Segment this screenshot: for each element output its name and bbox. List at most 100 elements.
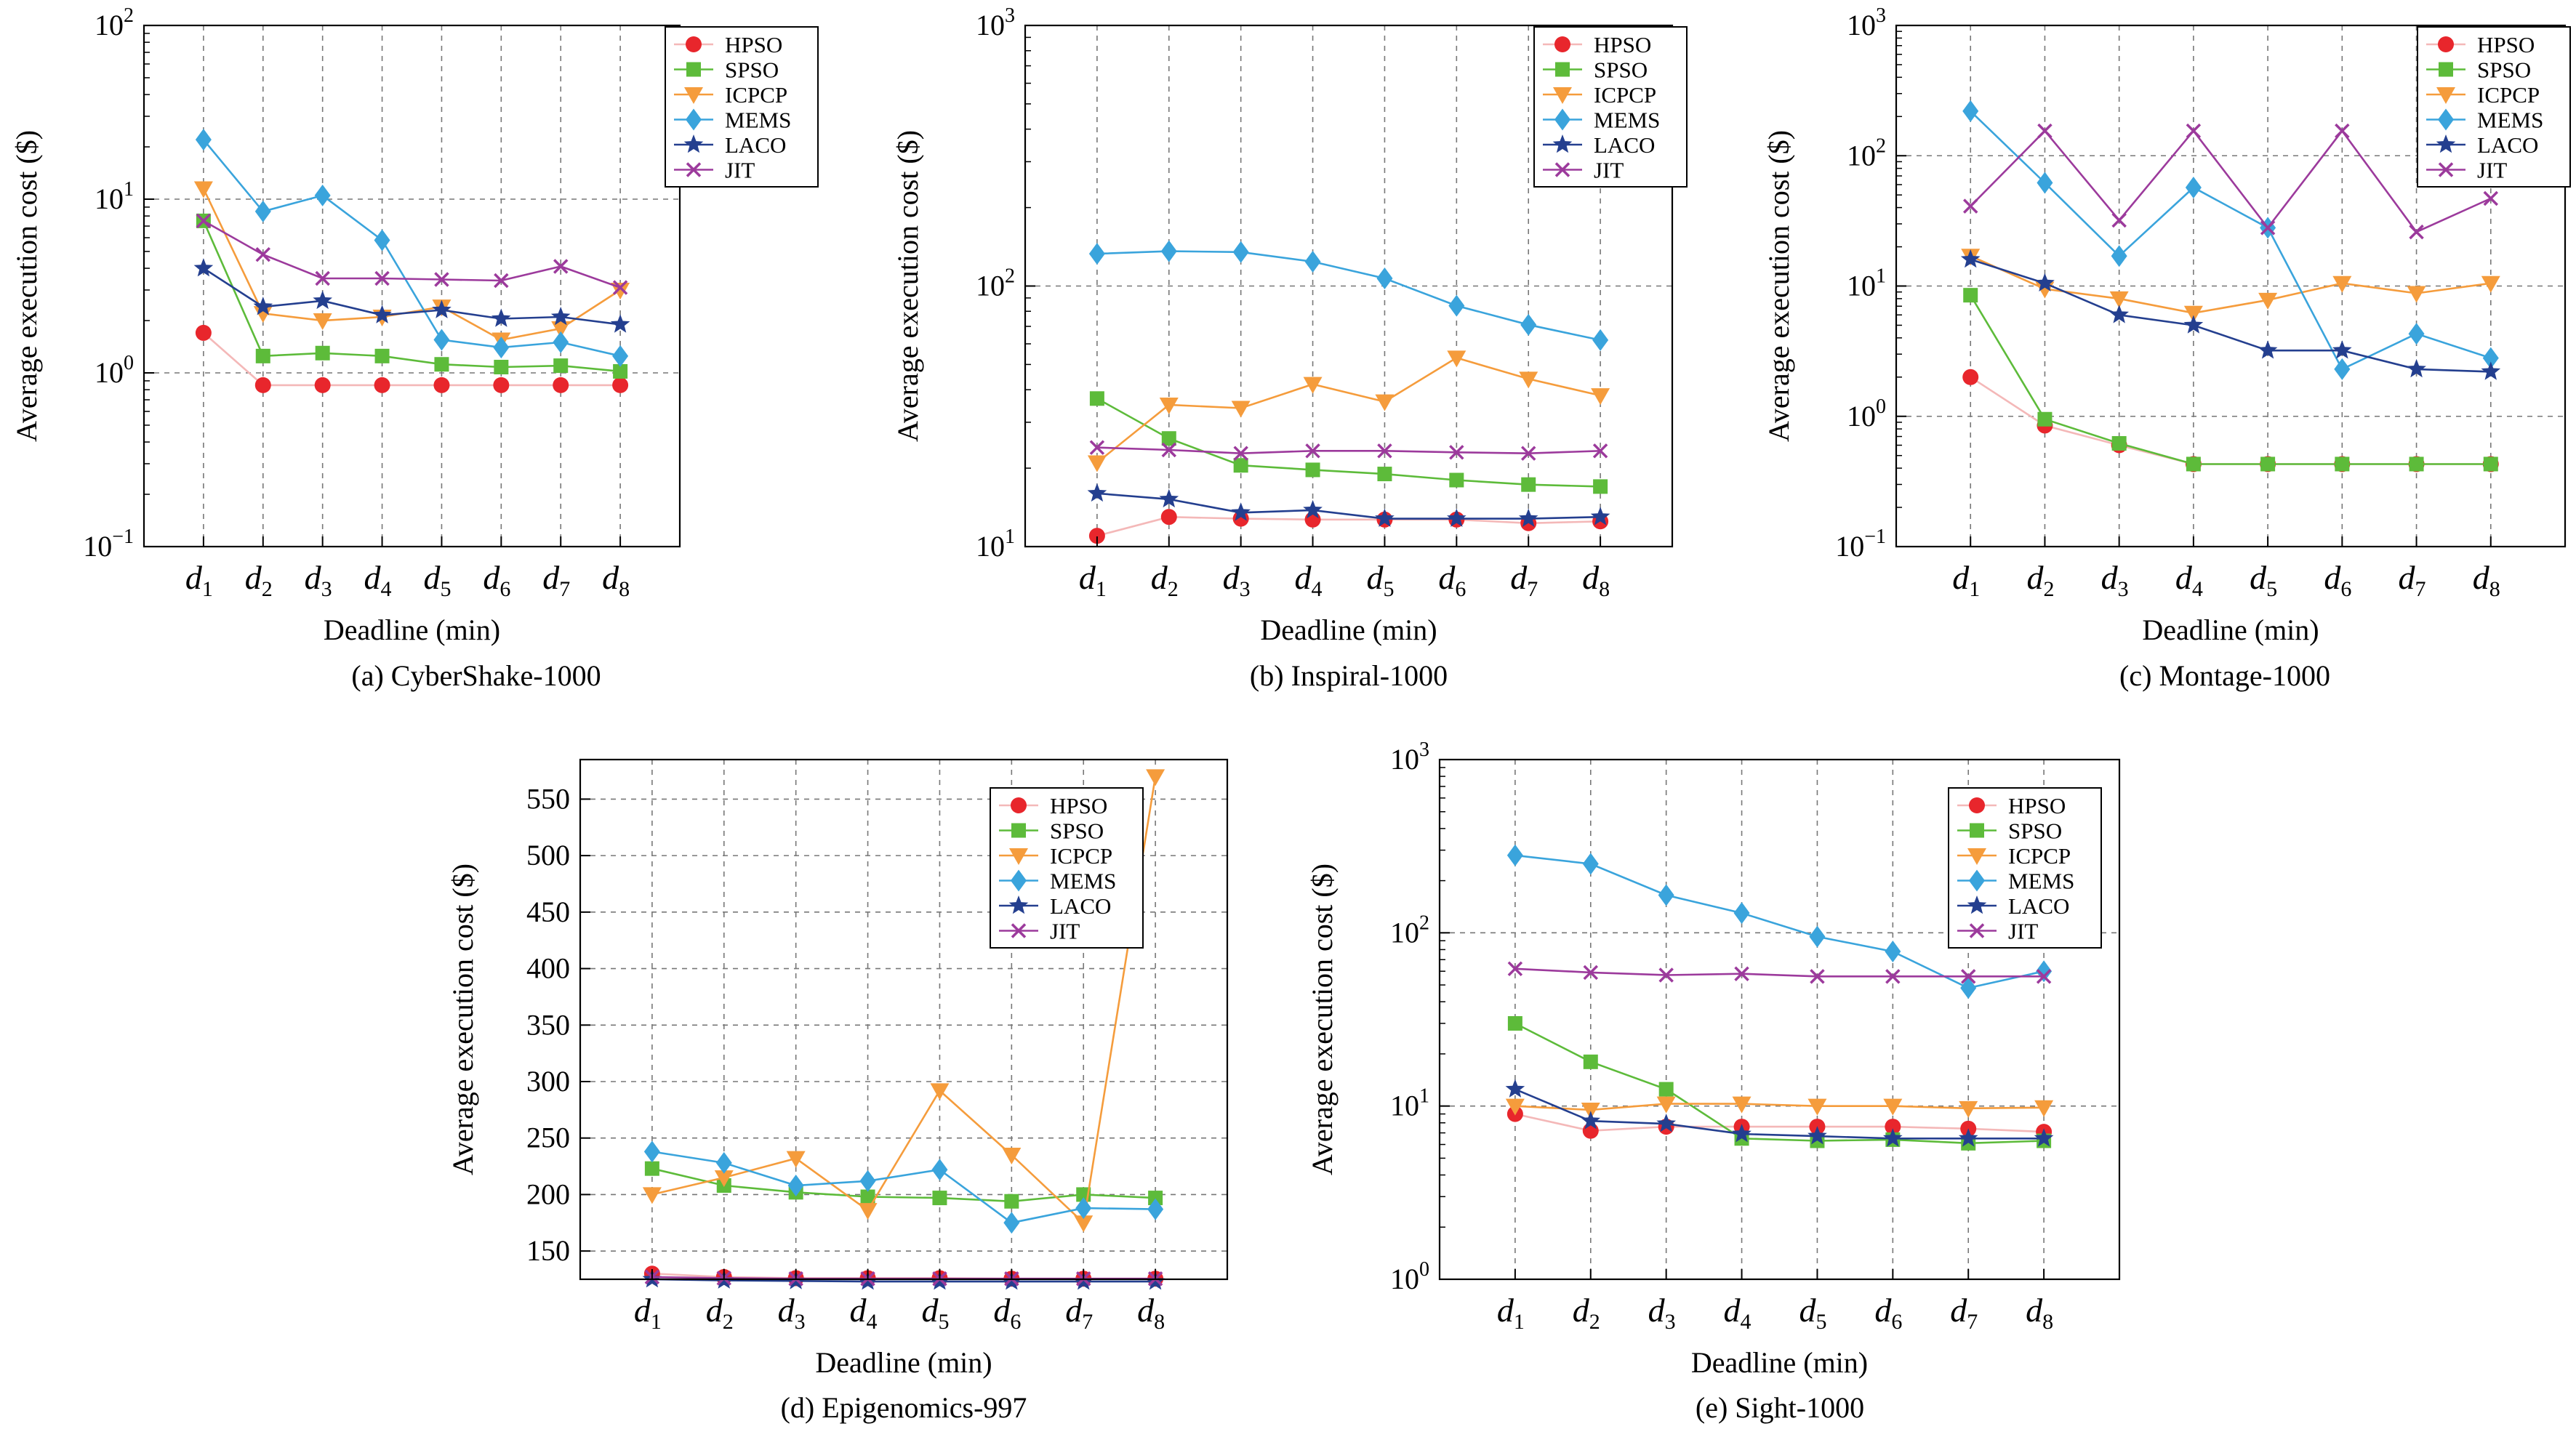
triangle-down-icon xyxy=(2436,87,2455,104)
data-point-jit xyxy=(1810,969,1825,984)
data-point-icpcp xyxy=(858,1203,878,1220)
data-point-jit xyxy=(1583,965,1599,981)
x-tick-label: d6 xyxy=(993,1292,1021,1334)
series-line-jit xyxy=(1096,446,1601,455)
data-point-hpso xyxy=(1160,509,1177,526)
y-axis-label: Average execution cost ($) xyxy=(446,864,479,1175)
series-line-jit xyxy=(203,220,621,289)
legend-label-laco: LACO xyxy=(2477,132,2538,158)
triangle-down-icon xyxy=(1967,848,1986,865)
legend-label-laco: LACO xyxy=(1050,893,1111,919)
x-tick-label: d7 xyxy=(2399,559,2426,601)
plot-frame xyxy=(579,758,1229,1281)
diamond-icon xyxy=(1969,869,1985,892)
data-point-spso xyxy=(1161,431,1176,446)
data-point-laco xyxy=(2109,305,2129,323)
data-point-icpcp xyxy=(1303,377,1323,394)
data-point-spso xyxy=(932,1191,947,1206)
series-line-spso xyxy=(1096,398,1601,488)
y-tick-labels: 10−1 100 101 102 103 xyxy=(1835,4,1906,563)
data-point-icpcp xyxy=(930,1083,950,1100)
data-point-laco xyxy=(491,308,511,327)
legend-label-icpcp: ICPCP xyxy=(1594,82,1656,108)
series-line-icpcp xyxy=(1096,356,1601,464)
cross-icon xyxy=(1969,923,1985,938)
series-line-spso xyxy=(1970,294,2491,465)
y-tick-label: 400 xyxy=(526,952,570,985)
data-point-spso xyxy=(1593,479,1608,494)
panel-caption: (b) Inspiral-1000 xyxy=(1250,659,1448,692)
data-point-hpso xyxy=(314,377,331,393)
triangle-down-icon xyxy=(1009,848,1028,865)
data-point-icpcp xyxy=(1002,1148,1022,1165)
series-line-spso xyxy=(651,1167,1156,1203)
data-point-spso xyxy=(2037,411,2053,427)
legend-box xyxy=(665,26,819,188)
data-point-laco xyxy=(1231,502,1251,521)
data-point-mems xyxy=(2037,172,2053,194)
data-point-icpcp xyxy=(2258,292,2278,310)
data-point-spso xyxy=(1658,1082,1674,1097)
series-line-jit xyxy=(1970,129,2492,233)
data-point-jit xyxy=(374,270,390,286)
data-point-hpso xyxy=(254,377,271,393)
data-point-icpcp xyxy=(2183,305,2203,323)
data-point-mems xyxy=(1147,1198,1164,1220)
data-point-jit xyxy=(1592,443,1608,459)
data-point-spso xyxy=(613,363,628,379)
series-line-mems xyxy=(1096,250,1601,342)
data-point-laco xyxy=(432,299,452,318)
data-point-mems xyxy=(1003,1212,1020,1234)
data-point-jit xyxy=(1658,967,1674,983)
data-point-jit xyxy=(1960,969,1976,984)
x-tick-label: d2 xyxy=(2026,559,2054,601)
data-point-laco xyxy=(2407,358,2426,378)
series-line-mems xyxy=(1514,854,2045,989)
x-tick-labels: d1 d2 d3 d4 d5 d6 d7 d8 xyxy=(1497,1269,2053,1334)
data-point-laco xyxy=(1505,1079,1525,1098)
x-tick-labels: d1 d2 d3 d4 d5 d6 d7 d8 xyxy=(1079,536,1610,601)
y-tick-label: 101 xyxy=(1847,265,1886,302)
y-tick-label: 100 xyxy=(1847,395,1886,432)
data-point-spso xyxy=(644,1161,659,1176)
data-point-spso xyxy=(1583,1054,1598,1069)
data-point-spso xyxy=(1089,391,1104,406)
data-point-jit xyxy=(2260,220,2276,236)
x-tick-label: d8 xyxy=(602,559,630,601)
chart-panel-3: 10−1 100 101 102 103 d1 d2 d3 d4 d5 d6 d7 d8 Deadline… xyxy=(1762,4,2571,692)
data-point-laco xyxy=(372,305,392,323)
data-point-mems xyxy=(2334,358,2351,380)
star-icon xyxy=(1552,134,1573,153)
data-point-laco xyxy=(2034,1128,2054,1147)
minor-ticks xyxy=(144,33,150,495)
square-icon xyxy=(2439,62,2453,77)
data-point-laco xyxy=(313,290,332,310)
data-point-laco xyxy=(1807,1126,1827,1145)
series-group xyxy=(1087,240,1610,544)
data-point-icpcp xyxy=(193,181,213,198)
y-tick-label: 100 xyxy=(95,352,134,389)
data-point-spso xyxy=(315,345,330,361)
data-point-laco xyxy=(1073,1271,1094,1290)
legend-box xyxy=(1533,26,1688,188)
series-line-spso xyxy=(1514,1022,2045,1145)
star-icon xyxy=(2436,134,2456,153)
x-tick-label: d4 xyxy=(2175,559,2203,601)
y-tick-label: 103 xyxy=(1847,4,1886,41)
series-line-jit xyxy=(1514,967,2045,978)
legend-label-icpcp: ICPCP xyxy=(2477,82,2540,108)
legend-label-icpcp: ICPCP xyxy=(1050,843,1112,869)
series-line-laco xyxy=(1514,1088,2045,1140)
y-axis-label: Average execution cost ($) xyxy=(1306,864,1339,1175)
data-point-laco xyxy=(2258,340,2278,359)
data-point-mems xyxy=(787,1174,804,1196)
data-point-laco xyxy=(858,1271,878,1290)
data-point-icpcp xyxy=(2109,291,2129,308)
data-point-jit xyxy=(2036,969,2052,984)
data-point-laco xyxy=(1732,1124,1752,1143)
data-point-mems xyxy=(1160,240,1177,262)
data-point-laco xyxy=(1958,1128,1978,1147)
data-point-icpcp xyxy=(611,282,630,299)
